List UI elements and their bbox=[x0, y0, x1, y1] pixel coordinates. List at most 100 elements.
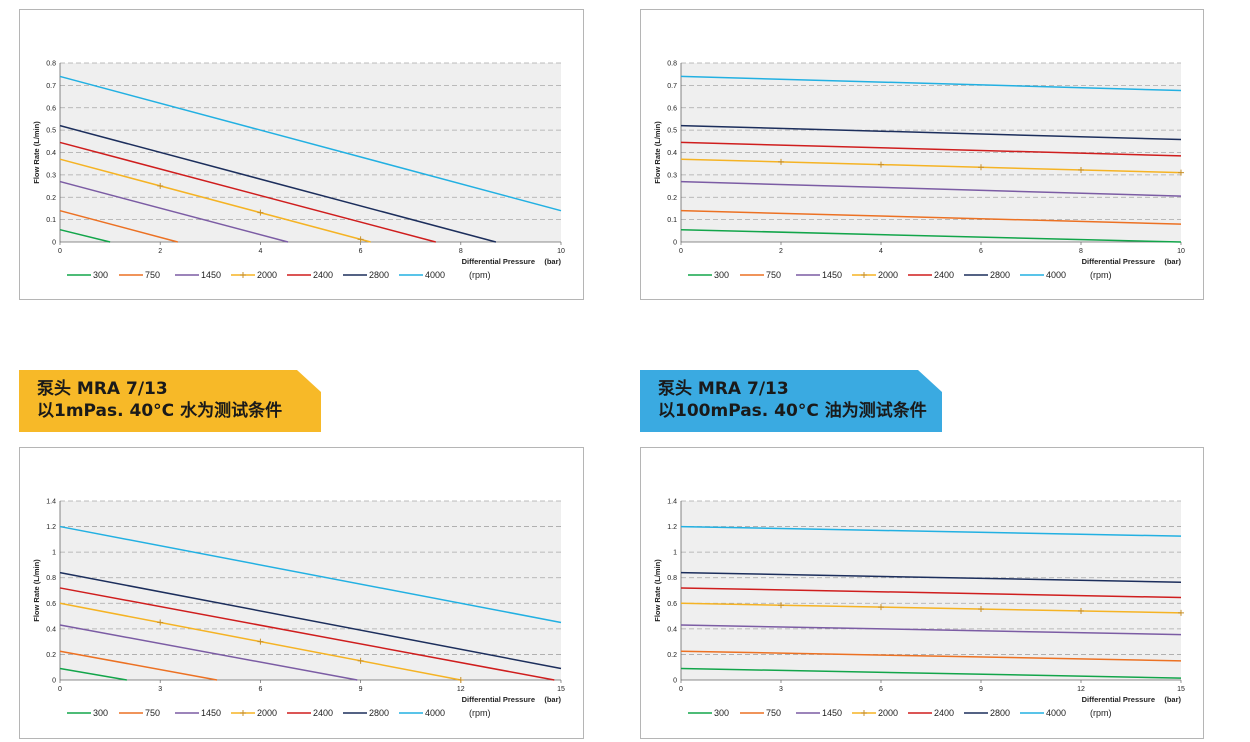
x-tick-label: 0 bbox=[679, 248, 683, 255]
x-tick-label: 6 bbox=[359, 248, 363, 255]
series-line-2800 bbox=[680, 571, 1182, 583]
y-tick-label: 0.8 bbox=[667, 575, 677, 582]
x-tick-label: 15 bbox=[1177, 686, 1185, 693]
legend-item-4000: 4000 bbox=[399, 270, 445, 280]
series-line-750 bbox=[59, 209, 178, 243]
series-line-300 bbox=[680, 228, 1182, 243]
series-marker-2000 bbox=[1178, 609, 1184, 616]
legend-unit-label: (rpm) bbox=[469, 708, 491, 718]
y-tick-label: 0.8 bbox=[46, 575, 56, 582]
y-tick-label: 0.2 bbox=[46, 652, 56, 659]
x-axis-label: Differential Pressure bbox=[462, 257, 535, 266]
banner-water-line2: 以1mPas. 40°C 水为测试条件 bbox=[37, 401, 283, 421]
series-line-2800 bbox=[680, 124, 1182, 141]
series-line-2000 bbox=[680, 158, 1182, 174]
y-tick-label: 0.6 bbox=[667, 105, 677, 112]
series-line-1450 bbox=[59, 624, 358, 681]
x-tick-label: 2 bbox=[158, 248, 162, 255]
x-axis-label: Differential Pressure bbox=[462, 695, 535, 704]
legend-item-750: 750 bbox=[740, 708, 781, 718]
series-line-1450 bbox=[680, 180, 1182, 197]
x-axis-label: Differential Pressure bbox=[1082, 695, 1155, 704]
y-tick-label: 0 bbox=[673, 678, 677, 685]
series-marker-2000 bbox=[257, 638, 264, 645]
y-axis-label: Flow Rate (L/min) bbox=[653, 559, 662, 622]
series-marker-2000 bbox=[878, 161, 884, 168]
y-tick-label: 0.3 bbox=[667, 172, 677, 179]
banner-oil-line2: 以100mPas. 40°C 油为测试条件 bbox=[658, 401, 927, 421]
y-tick-label: 0.2 bbox=[46, 195, 56, 202]
series-line-300 bbox=[680, 667, 1182, 679]
series-line-4000 bbox=[59, 525, 562, 624]
legend-label: 2400 bbox=[313, 270, 333, 280]
y-tick-label: 0.8 bbox=[46, 61, 56, 68]
legend-label: 1450 bbox=[201, 270, 221, 280]
legend-label: 2000 bbox=[878, 708, 898, 718]
series-line-2000 bbox=[59, 158, 371, 243]
legend-item-300: 300 bbox=[67, 708, 108, 718]
x-tick-label: 3 bbox=[779, 686, 783, 693]
series-line-1450 bbox=[680, 624, 1182, 636]
legend-item-4000: 4000 bbox=[1020, 708, 1066, 718]
legend-label: 750 bbox=[766, 270, 781, 280]
x-tick-label: 10 bbox=[1177, 248, 1185, 255]
series-marker-2000 bbox=[978, 606, 984, 613]
x-tick-label: 8 bbox=[459, 248, 463, 255]
y-tick-label: 0.6 bbox=[46, 105, 56, 112]
series-marker-2000 bbox=[778, 602, 784, 609]
x-tick-label: 15 bbox=[557, 686, 565, 693]
legend-label: 2800 bbox=[990, 708, 1010, 718]
series-marker-2000 bbox=[978, 164, 984, 171]
legend-label: 4000 bbox=[425, 270, 445, 280]
y-tick-label: 0.4 bbox=[46, 626, 56, 633]
x-tick-label: 6 bbox=[879, 686, 883, 693]
line-chart: 0 0.1 0.2 0.3 0.4 0.5 0.6 0.7 0.8 0 2 4 6 8 10 Differen… bbox=[32, 61, 565, 281]
x-tick-label: 4 bbox=[258, 248, 262, 255]
x-tick-label: 2 bbox=[779, 248, 783, 255]
series-marker-2000 bbox=[1078, 166, 1084, 173]
series-line-2400 bbox=[680, 141, 1182, 157]
legend-label: 2800 bbox=[369, 270, 389, 280]
x-tick-label: 8 bbox=[1079, 248, 1083, 255]
legend-item-2000: 2000 bbox=[231, 270, 277, 280]
y-tick-label: 0.4 bbox=[667, 150, 677, 157]
legend-item-2400: 2400 bbox=[908, 270, 954, 280]
x-axis-label: Differential Pressure bbox=[1082, 257, 1155, 266]
line-chart: 0 0.2 0.4 0.6 0.8 1 1.2 1.4 0 3 6 9 12 15 Differential… bbox=[32, 499, 565, 719]
series-line-300 bbox=[59, 228, 111, 243]
y-tick-label: 0.7 bbox=[667, 83, 677, 90]
series-marker-2000 bbox=[1178, 169, 1184, 176]
legend-label: 2000 bbox=[257, 270, 277, 280]
legend-label: 1450 bbox=[822, 708, 842, 718]
legend-item-1450: 1450 bbox=[175, 708, 221, 718]
legend-label: 4000 bbox=[1046, 270, 1066, 280]
legend-label: 750 bbox=[145, 270, 160, 280]
legend-label: 2800 bbox=[990, 270, 1010, 280]
y-axis-label: Flow Rate (L/min) bbox=[32, 121, 41, 184]
legend-label: 1450 bbox=[201, 708, 221, 718]
series-line-750 bbox=[680, 209, 1182, 225]
x-tick-label: 0 bbox=[58, 248, 62, 255]
series-marker-2000 bbox=[457, 677, 464, 683]
legend-item-300: 300 bbox=[67, 270, 108, 280]
legend-item-750: 750 bbox=[119, 270, 160, 280]
x-tick-label: 0 bbox=[58, 686, 62, 693]
banner-background bbox=[640, 370, 942, 432]
chart-panel-oil-top: 0 0.1 0.2 0.3 0.4 0.5 0.6 0.7 0.8 0 2 4 6 8 10 Differen… bbox=[640, 9, 1204, 300]
legend-label: 2400 bbox=[934, 708, 954, 718]
series-marker-2000 bbox=[257, 209, 264, 216]
series-line-300 bbox=[59, 667, 127, 681]
series-line-1450 bbox=[59, 180, 289, 243]
legend-label: 750 bbox=[145, 708, 160, 718]
chart-panel-water-bottom: 0 0.2 0.4 0.6 0.8 1 1.2 1.4 0 3 6 9 12 15 Differential… bbox=[19, 447, 584, 739]
y-tick-label: 1 bbox=[52, 550, 56, 557]
legend-label: 300 bbox=[93, 270, 108, 280]
legend-unit-label: (rpm) bbox=[1090, 708, 1112, 718]
x-tick-label: 9 bbox=[979, 686, 983, 693]
series-marker-2000 bbox=[157, 619, 164, 626]
legend-label: 2400 bbox=[313, 708, 333, 718]
legend-item-2800: 2800 bbox=[964, 708, 1010, 718]
series-line-2400 bbox=[59, 587, 555, 681]
legend-label: 4000 bbox=[425, 708, 445, 718]
legend-item-2800: 2800 bbox=[964, 270, 1010, 280]
